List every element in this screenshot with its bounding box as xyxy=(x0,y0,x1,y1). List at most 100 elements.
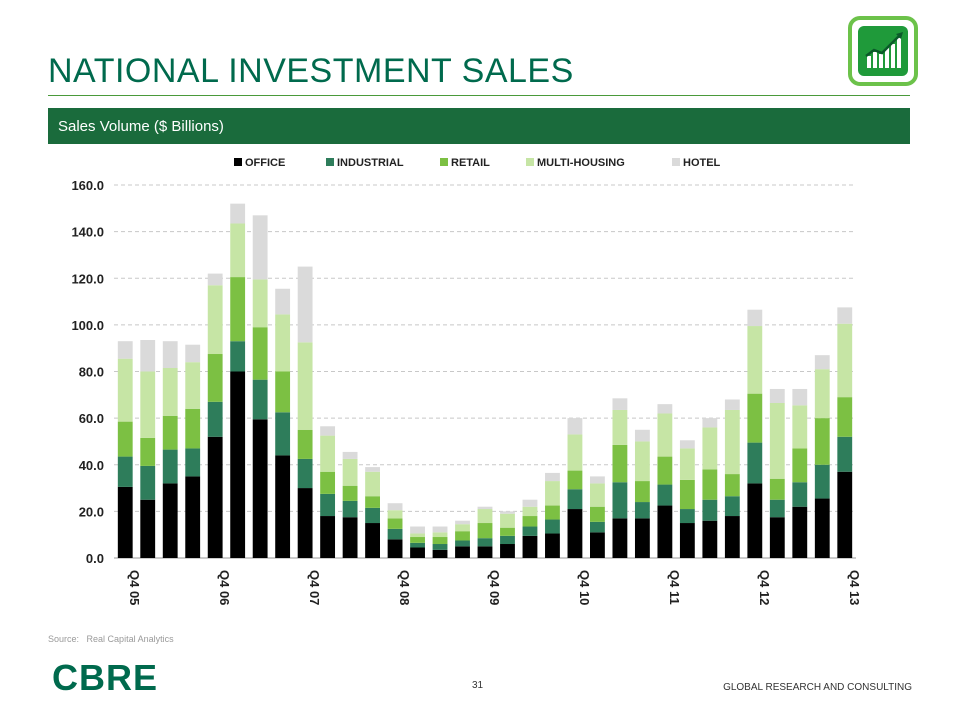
bar-multi-housing xyxy=(365,471,380,497)
bar-office xyxy=(477,546,493,558)
bar-office xyxy=(432,549,448,558)
sales-volume-chart: 0.0 20.0 40.0 60.0 80.0 100.0 120.0 140.0 160.0 Q… xyxy=(71,157,862,605)
cbre-logo: CBRE xyxy=(52,660,158,694)
bar-retail xyxy=(140,437,156,466)
bar-office xyxy=(140,499,156,558)
bar-retail xyxy=(207,354,223,402)
bar-retail xyxy=(185,408,201,449)
bar-industrial xyxy=(769,499,785,518)
bar-office xyxy=(792,506,808,558)
bar-hotel xyxy=(432,526,448,533)
bar-industrial xyxy=(455,540,470,547)
bar-hotel xyxy=(410,526,425,534)
bar-multi-housing xyxy=(320,435,336,472)
bar-office xyxy=(162,483,178,558)
bar-hotel xyxy=(342,451,358,459)
bar-hotel xyxy=(522,499,538,507)
x-tick-label: Q4 09 xyxy=(487,570,502,605)
x-tick-label: Q4 06 xyxy=(217,570,232,605)
svg-text:CBRE: CBRE xyxy=(52,660,158,694)
bar-hotel xyxy=(320,426,336,436)
bar-multi-housing xyxy=(297,342,313,430)
y-tick-label: 80.0 xyxy=(79,365,104,380)
bar-multi-housing xyxy=(500,513,515,528)
bar-office xyxy=(275,455,291,558)
bar-multi-housing xyxy=(455,524,470,532)
x-tick-label: Q4 13 xyxy=(847,570,862,605)
bar-multi-housing xyxy=(117,358,133,422)
chart-header-bar: Sales Volume ($ Billions) xyxy=(48,108,910,144)
bar-retail xyxy=(162,415,178,450)
source-value: Real Capital Analytics xyxy=(86,634,174,644)
bar-retail xyxy=(387,518,403,529)
bar-industrial xyxy=(545,519,560,534)
x-tick-label: Q4 11 xyxy=(667,570,682,605)
bar-multi-housing xyxy=(252,279,268,328)
bar-hotel xyxy=(230,203,246,224)
bar-industrial xyxy=(500,535,515,545)
bar-multi-housing xyxy=(837,323,853,398)
bar-office xyxy=(410,547,425,558)
bar-industrial xyxy=(387,528,403,540)
bar-retail xyxy=(320,471,336,494)
legend-label: HOTEL xyxy=(683,157,721,169)
bar-multi-housing xyxy=(590,483,605,507)
x-tick-label: Q4 10 xyxy=(577,570,592,605)
bar-office xyxy=(747,483,763,558)
y-tick-label: 0.0 xyxy=(86,551,104,566)
bar-retail xyxy=(814,418,830,465)
bar-office xyxy=(724,516,740,558)
bar-multi-housing xyxy=(477,509,493,524)
bar-retail xyxy=(837,397,853,437)
bar-industrial xyxy=(747,442,763,484)
y-tick-label: 20.0 xyxy=(79,504,104,519)
bar-office xyxy=(117,486,133,558)
bar-industrial xyxy=(814,464,830,499)
bar-industrial xyxy=(230,341,246,372)
page-number: 31 xyxy=(472,680,484,691)
bar-retail xyxy=(342,485,358,501)
bar-retail xyxy=(590,506,605,522)
bar-hotel xyxy=(275,288,291,315)
x-tick-label: Q4 05 xyxy=(127,570,142,605)
y-tick-label: 160.0 xyxy=(71,178,104,193)
bar-multi-housing xyxy=(162,368,178,416)
bar-office xyxy=(612,518,628,558)
bar-retail xyxy=(567,470,583,490)
bar-multi-housing xyxy=(724,409,740,475)
bar-hotel xyxy=(792,388,808,406)
bar-multi-housing xyxy=(140,371,156,438)
bar-multi-housing xyxy=(679,448,695,480)
legend-label: RETAIL xyxy=(451,157,490,169)
bar-office xyxy=(207,436,223,558)
y-tick-label: 140.0 xyxy=(71,225,104,240)
bar-hotel xyxy=(814,355,830,370)
bar-multi-housing xyxy=(814,369,830,419)
source-label: Source: xyxy=(48,634,80,644)
bar-retail xyxy=(230,277,246,342)
bar-retail xyxy=(477,523,493,539)
y-tick-label: 40.0 xyxy=(79,458,104,473)
bar-industrial xyxy=(567,489,583,510)
bar-multi-housing xyxy=(657,413,673,457)
chart-badge xyxy=(848,16,918,86)
bar-hotel xyxy=(500,511,515,514)
legend-swatch xyxy=(326,158,334,166)
bar-multi-housing xyxy=(545,481,560,506)
bar-hotel xyxy=(207,273,223,286)
bar-retail xyxy=(769,478,785,500)
bar-retail xyxy=(410,537,425,543)
bar-industrial xyxy=(275,412,291,456)
y-tick-label: 100.0 xyxy=(71,318,104,333)
bar-office xyxy=(545,533,560,558)
bar-retail xyxy=(612,444,628,483)
bar-multi-housing xyxy=(769,402,785,479)
bar-industrial xyxy=(634,502,650,519)
bar-hotel xyxy=(477,506,493,510)
bar-multi-housing xyxy=(207,285,223,355)
bar-hotel xyxy=(162,341,178,369)
bar-hotel xyxy=(117,341,133,359)
bar-hotel xyxy=(747,309,763,327)
bar-office xyxy=(500,544,515,558)
bar-office xyxy=(814,498,830,558)
